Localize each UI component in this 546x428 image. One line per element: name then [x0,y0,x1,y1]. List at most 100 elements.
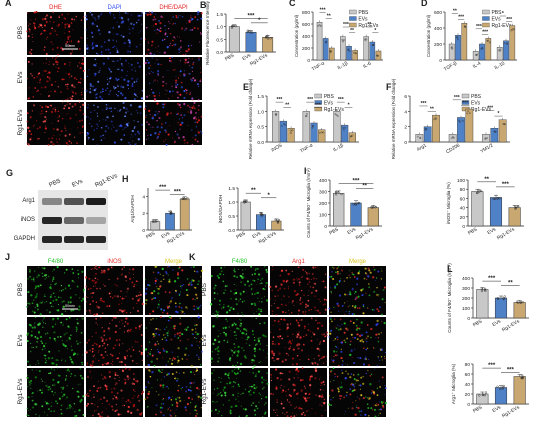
cell-dot [125,107,128,111]
cell-dot [181,287,183,289]
cell-dot [60,130,63,133]
cell-dot [277,289,279,291]
micrograph-A-1-0 [26,56,85,101]
cell-dot [179,334,181,337]
blot-lane-label-1: EVs [71,179,84,189]
cell-dot [217,349,220,353]
cell-dot [277,335,279,338]
cell-dot [284,346,286,349]
cell-dot [352,287,354,289]
cell-dot [187,58,189,60]
cell-dot [189,386,192,388]
cell-dot [213,361,215,363]
cell-dot [242,269,244,271]
cell-dot [335,346,338,348]
cell-dot [193,371,195,373]
cell-dot [37,266,39,268]
cell-dot [175,81,177,84]
y-tick-label: 80 [465,362,471,368]
cell-dot [359,357,362,360]
cell-dot [335,271,337,273]
cell-dot [177,35,179,37]
micrograph-K-2-1 [269,367,327,418]
data-point [511,28,514,31]
cell-dot [137,138,140,141]
cell-dot [315,319,317,322]
data-point [335,114,338,116]
cell-dot [159,329,161,331]
x-tick-label: Arg1 [416,142,428,152]
cell-dot [41,389,43,391]
cell-dot [173,280,177,283]
cell-dot [160,280,162,283]
cell-dot [60,408,62,411]
cell-dot [274,319,276,322]
cell-dot [214,401,216,403]
cell-dot [113,14,114,16]
cell-dot [26,30,28,33]
data-point [357,201,360,204]
cell-dot [172,325,175,328]
cell-dot [184,353,187,356]
cell-dot [190,78,192,80]
data-point [334,113,337,115]
cell-dot [144,38,146,40]
cell-dot [144,398,146,401]
cell-dot [250,385,253,388]
cell-dot [140,412,143,414]
cell-dot [45,110,48,113]
cell-dot [150,348,153,351]
cell-dot [179,331,181,334]
cell-dot [289,342,293,345]
cell-dot [50,410,52,412]
data-point [342,126,344,129]
cell-dot [381,298,384,301]
cell-dot [165,143,168,146]
cell-dot [246,280,249,283]
cell-dot [287,272,290,276]
cell-dot [362,340,365,343]
cell-dot [153,335,155,338]
cell-dot [171,297,173,299]
cell-dot [154,296,157,300]
cell-dot [355,400,357,402]
cell-dot [154,18,157,21]
cell-dot [124,11,127,15]
cell-dot [32,310,34,312]
cell-dot [92,85,95,88]
cell-dot [166,35,169,38]
cell-dot [50,294,52,296]
cell-dot [352,321,355,324]
cell-dot [284,413,286,415]
cell-dot [92,268,94,270]
cell-dot [191,98,194,101]
cell-dot [261,398,263,400]
cell-dot [253,272,257,275]
cell-dot [280,384,282,386]
cell-dot [217,341,220,343]
panel-letter-C: C [289,0,296,8]
cell-dot [343,322,346,325]
cell-dot [92,16,94,18]
cell-dot [127,410,130,413]
cell-dot [148,72,150,74]
cell-dot [26,407,28,410]
cell-dot [189,402,192,404]
y-tick-label: 0 [324,224,327,230]
cell-dot [302,311,305,314]
cell-dot [190,266,192,269]
cell-dot [160,411,163,414]
cell-dot [272,354,275,357]
cell-dot [188,282,191,285]
cell-dot [349,353,352,357]
micrograph-K-0-1 [269,265,328,316]
cell-dot [118,379,120,382]
cell-dot [177,16,179,19]
cell-dot [193,308,196,311]
cell-dot [144,386,147,389]
cell-dot [163,393,165,395]
cell-dot [337,338,339,341]
cell-dot [79,341,81,343]
cell-dot [92,344,94,347]
cell-dot [168,406,170,408]
